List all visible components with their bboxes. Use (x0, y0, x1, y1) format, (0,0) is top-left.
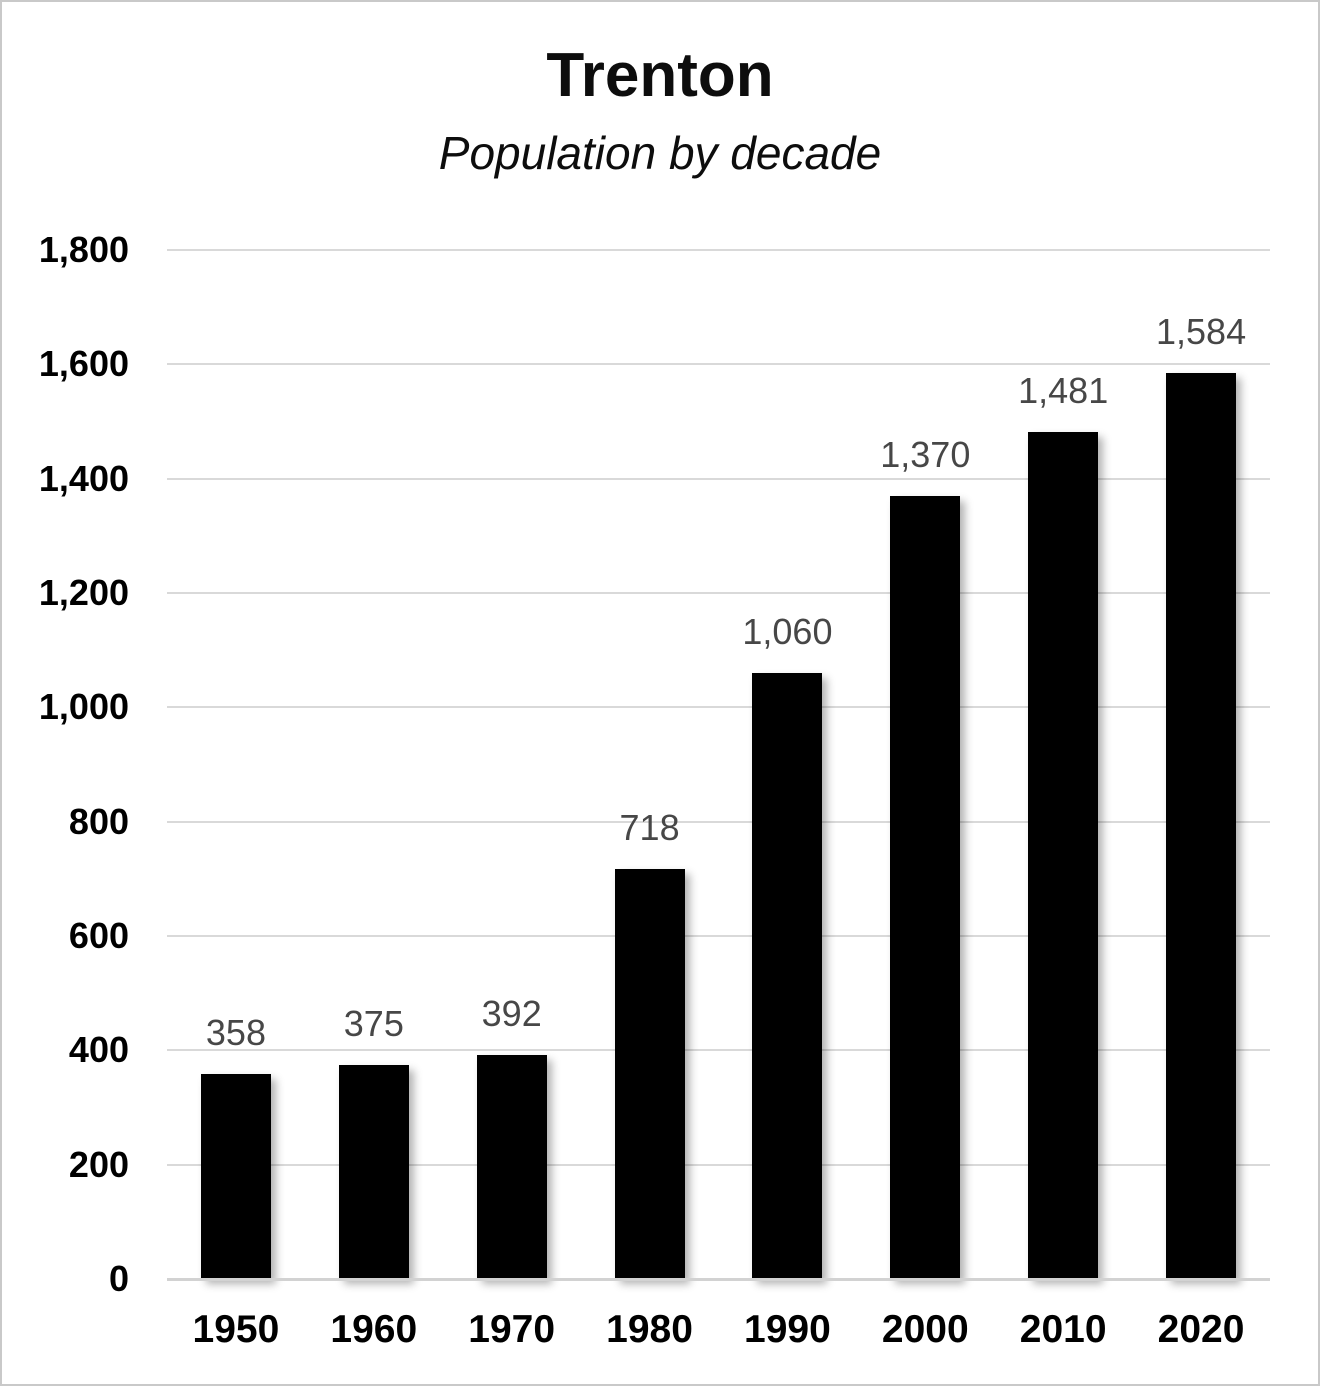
bars-layer: 358 375 392 718 1,060 1,370 1,481 1,584 (167, 250, 1270, 1279)
gridline (167, 820, 1270, 823)
y-tick-label: 1,000 (38, 686, 129, 728)
bar (890, 495, 961, 1279)
y-tick-label: 1,600 (38, 343, 129, 385)
bar-column: 392 (443, 250, 581, 1279)
bar-column: 375 (305, 250, 443, 1279)
bar (1166, 373, 1237, 1279)
bar (338, 1064, 409, 1279)
x-tick-label: 2010 (1019, 1308, 1107, 1351)
chart-title: Trenton (546, 41, 774, 110)
bar-column: 1,481 (994, 250, 1132, 1279)
bar-value-label: 1,481 (1018, 370, 1109, 412)
x-tick-label: 1960 (330, 1308, 418, 1351)
y-tick-label: 1,800 (38, 229, 129, 270)
x-tick-label: 1980 (606, 1308, 693, 1351)
y-tick-label: 200 (68, 1143, 129, 1185)
bar (476, 1054, 547, 1279)
y-tick-label: 0 (108, 1258, 129, 1299)
gridline (167, 249, 1270, 251)
bar-column: 1,060 (719, 250, 857, 1279)
gridline (167, 1049, 1270, 1052)
bar-column: 358 (167, 250, 305, 1279)
y-tick-label: 1,400 (38, 457, 129, 499)
x-tick-label: 1970 (468, 1308, 556, 1351)
bar-value-label: 358 (205, 1012, 266, 1054)
x-axis-tick-labels: 1950 1960 1970 1980 1990 2000 2010 2020 (167, 1307, 1270, 1353)
y-tick-label: 600 (68, 915, 129, 956)
bar-value-label: 1,370 (880, 433, 971, 475)
plot-area: 358 375 392 718 1,060 1,370 1,481 1,584 (167, 249, 1270, 1281)
gridline (167, 363, 1270, 366)
bar-column: 1,584 (1132, 250, 1270, 1279)
bar (1028, 432, 1099, 1279)
bar-value-label: 1,060 (742, 611, 833, 653)
x-tick-label: 1950 (192, 1308, 280, 1351)
y-axis-tick-labels: 0 200 400 600 800 1,000 1,200 1,400 1,600 1,800 (2, 2, 129, 1384)
bar-value-label: 375 (343, 1002, 404, 1044)
bar-column: 1,370 (856, 250, 994, 1279)
bar (200, 1074, 271, 1279)
gridline (167, 592, 1270, 594)
bar-value-label: 718 (619, 806, 680, 848)
chart-subtitle: Population by decade (438, 127, 882, 179)
x-tick-label: 1990 (744, 1308, 831, 1351)
y-tick-label: 800 (68, 800, 129, 842)
gridline (167, 1163, 1270, 1166)
bar-value-label: 1,584 (1156, 311, 1247, 353)
bar-value-label: 392 (481, 992, 542, 1034)
gridline (167, 477, 1270, 480)
x-tick-label: 2020 (1157, 1308, 1245, 1351)
gridline (167, 935, 1270, 937)
gridlines-layer (167, 249, 1270, 1279)
bar-column: 718 (581, 250, 719, 1279)
gridline (167, 706, 1270, 709)
bar (752, 673, 823, 1279)
y-tick-label: 1,200 (38, 572, 129, 613)
bar (614, 868, 685, 1279)
y-tick-label: 400 (68, 1029, 129, 1071)
x-tick-label: 2000 (881, 1308, 969, 1351)
x-axis-line (167, 1278, 1270, 1281)
